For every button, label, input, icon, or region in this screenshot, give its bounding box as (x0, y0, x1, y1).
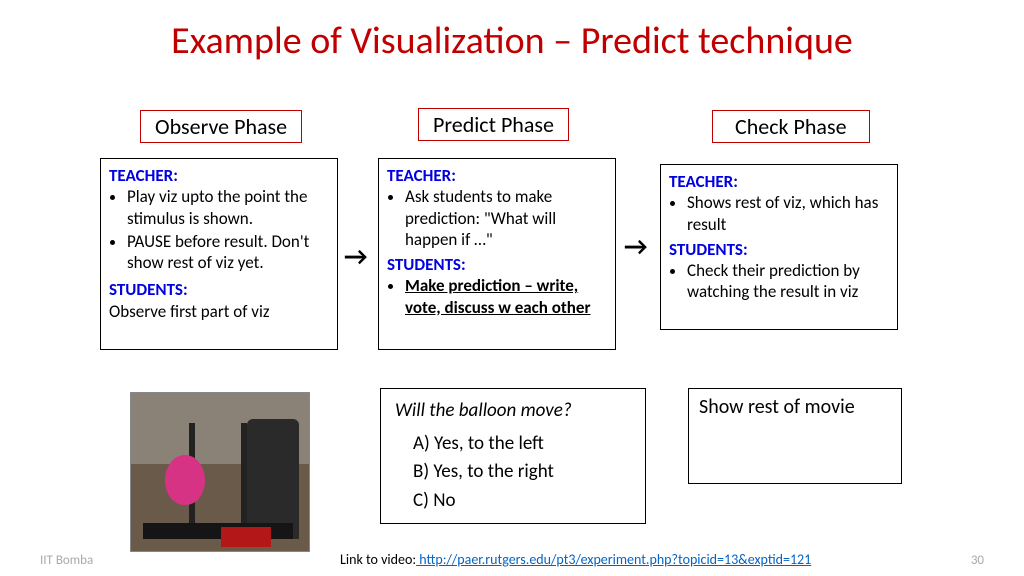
video-thumbnail (130, 392, 310, 552)
question-box: Will the balloon move? A) Yes, to the le… (380, 388, 646, 524)
show-rest-box: Show rest of movie (688, 388, 902, 484)
check-students-list: Check their prediction by watching the r… (669, 260, 889, 303)
page-title: Example of Visualization – Predict techn… (0, 18, 1024, 64)
slide: Example of Visualization – Predict techn… (0, 0, 1024, 576)
observe-box: TEACHER: Play viz upto the point the sti… (100, 158, 338, 350)
video-link[interactable]: http://paer.rutgers.edu/pt3/experiment.p… (416, 551, 811, 568)
list-item: Check their prediction by watching the r… (687, 260, 889, 303)
predict-teacher-list: Ask students to make prediction: "What w… (387, 186, 607, 250)
question-text: Will the balloon move? (395, 397, 631, 426)
observe-phase-header: Observe Phase (140, 110, 302, 143)
question-option: A) Yes, to the left (395, 430, 631, 459)
predict-box: TEACHER: Ask students to make prediction… (378, 158, 616, 350)
students-label: STUDENTS: (387, 254, 607, 275)
footer-left: IIT Bomba (40, 553, 93, 568)
video-link-line: Link to video: http://paer.rutgers.edu/p… (340, 551, 811, 568)
link-label: Link to video: (340, 551, 416, 568)
list-item: Make prediction – write, vote, discuss w… (405, 275, 607, 318)
observe-students-text: Observe first part of viz (109, 301, 329, 322)
arrow-icon: → (624, 230, 648, 262)
teacher-label: TEACHER: (669, 171, 889, 192)
observe-teacher-list: Play viz upto the point the stimulus is … (109, 186, 329, 273)
list-item: Shows rest of viz, which has result (687, 192, 889, 235)
predict-phase-header: Predict Phase (418, 108, 569, 141)
teacher-label: TEACHER: (387, 165, 607, 186)
arrow-icon: → (344, 240, 368, 272)
predict-students-list: Make prediction – write, vote, discuss w… (387, 275, 607, 318)
students-label: STUDENTS: (669, 239, 889, 260)
check-phase-header: Check Phase (712, 110, 870, 143)
teacher-label: TEACHER: (109, 165, 329, 186)
list-item: PAUSE before result. Don't show rest of … (127, 231, 329, 274)
list-item: Ask students to make prediction: "What w… (405, 186, 607, 250)
slide-number: 30 (971, 553, 984, 568)
check-teacher-list: Shows rest of viz, which has result (669, 192, 889, 235)
check-box: TEACHER: Shows rest of viz, which has re… (660, 164, 898, 330)
list-item: Play viz upto the point the stimulus is … (127, 186, 329, 229)
question-option: B) Yes, to the right (395, 458, 631, 487)
question-option: C) No (395, 487, 631, 516)
students-label: STUDENTS: (109, 279, 329, 300)
